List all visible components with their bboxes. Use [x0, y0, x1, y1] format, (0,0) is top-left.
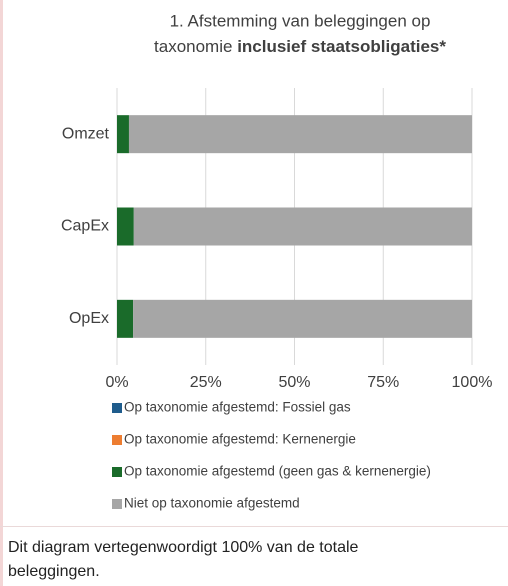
chart-title: 1. Afstemming van beleggingen op	[170, 11, 431, 30]
bar-segment	[133, 207, 472, 246]
x-tick-label: 25%	[190, 374, 222, 391]
legend-label: Op taxonomie afgestemd: Kernenergie	[124, 432, 356, 447]
separator	[0, 526, 508, 527]
bar-segment	[117, 207, 134, 246]
legend-label: Op taxonomie afgestemd: Fossiel gas	[124, 400, 351, 415]
x-tick-label: 0%	[105, 374, 128, 391]
x-tick-label: 50%	[278, 374, 310, 391]
x-tick-label: 100%	[452, 374, 493, 391]
bar-segment	[128, 115, 472, 154]
chart-title: taxonomie inclusief staatsobligaties*	[154, 37, 446, 56]
legend-swatch	[112, 499, 122, 509]
legend-swatch	[112, 435, 122, 445]
bar-segment	[117, 115, 129, 154]
legend-label: Op taxonomie afgestemd (geen gas & kerne…	[124, 464, 431, 479]
chart: 1. Afstemming van beleggingen op taxonom…	[61, 11, 493, 511]
legend-label: Niet op taxonomie afgestemd	[124, 496, 300, 511]
y-tick-label: CapEx	[61, 218, 109, 235]
legend-swatch	[112, 467, 122, 477]
bar-segment	[133, 299, 472, 338]
y-tick-label: OpEx	[69, 310, 109, 327]
x-tick-label: 75%	[367, 374, 399, 391]
left-border	[0, 0, 3, 586]
chart-title: taxonomie	[154, 37, 237, 56]
y-tick-label: Omzet	[62, 125, 110, 142]
chart-title-bold: inclusief staatsobligaties*	[237, 37, 446, 56]
bar-segment	[117, 299, 134, 338]
legend-swatch	[112, 403, 122, 413]
footnote: Dit diagram vertegenwoordigt 100% van de…	[8, 539, 359, 580]
